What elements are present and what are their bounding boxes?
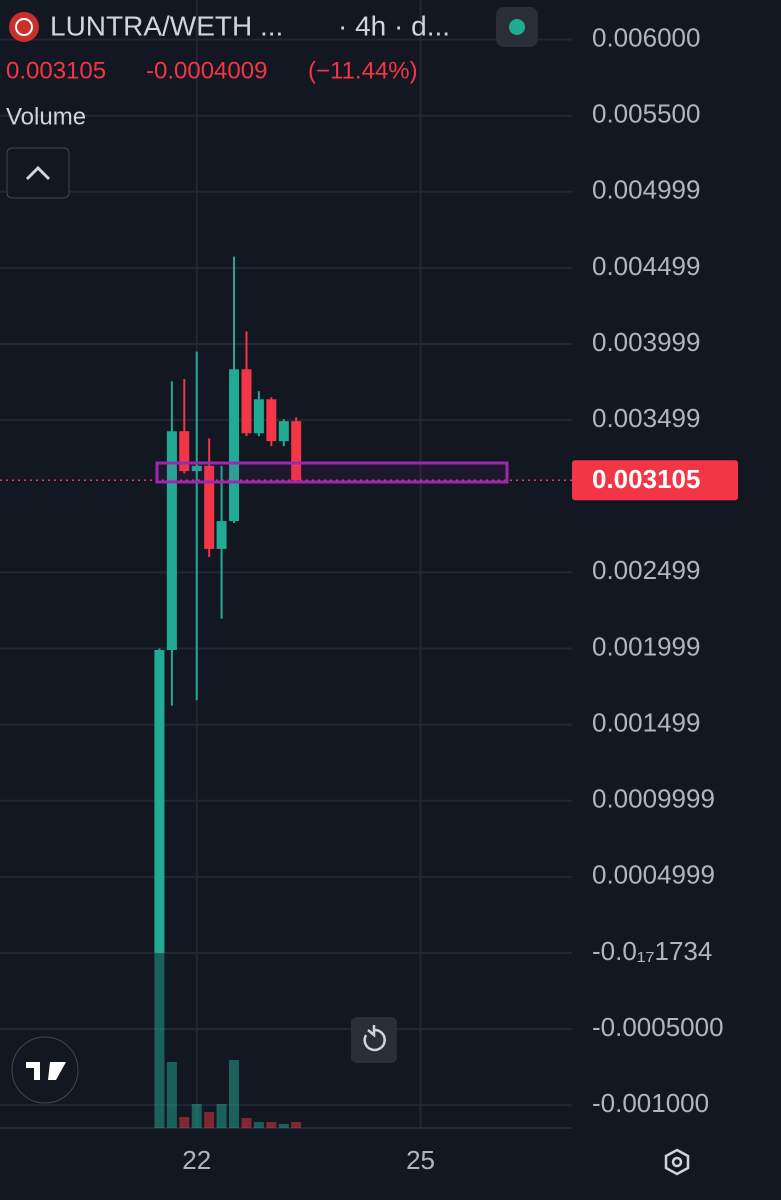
header: LUNTRA/WETH ... · 4h · d... 0.003105 -0.… (6, 7, 538, 199)
volume-bar (154, 953, 165, 1128)
symbol[interactable]: LUNTRA/WETH ... (50, 10, 283, 41)
y-tick-label: -0.0₁₇1734 (592, 936, 712, 966)
y-tick-label: 0.006000 (592, 22, 700, 52)
logo-mark (26, 1062, 66, 1080)
y-tick-label: 0.001499 (592, 707, 700, 737)
y-tick-label: 0.0009999 (592, 784, 715, 814)
status-dot (509, 19, 525, 35)
volume-bar (266, 1122, 277, 1128)
settings-icon[interactable] (664, 1148, 690, 1176)
x-tick-label: 22 (182, 1145, 211, 1175)
y-tick-label: 0.004999 (592, 175, 700, 205)
volume-bar (204, 1112, 215, 1128)
price-label: 0.003105 (592, 464, 700, 494)
drawn-rectangle[interactable] (155, 461, 509, 484)
marks (0, 256, 572, 1128)
y-tick-label: 0.004499 (592, 251, 700, 281)
candle-body (278, 421, 289, 442)
candle-body (253, 399, 264, 434)
price-label-bg (572, 460, 738, 501)
y-tick-label: 0.002499 (592, 555, 700, 585)
volume-bar (166, 1062, 177, 1128)
candle-body (266, 399, 277, 442)
interval[interactable]: · 4h · d... (338, 10, 450, 41)
volume-bar (291, 1122, 302, 1128)
volume-label: Volume (6, 103, 86, 130)
reset-icon (363, 1025, 386, 1052)
volume-bar (253, 1122, 264, 1128)
settings-icon-dot (671, 1156, 683, 1168)
reset-button[interactable] (351, 1017, 397, 1063)
volume-bar (229, 1060, 240, 1128)
y-tick-label: 0.001999 (592, 631, 700, 661)
last-price: 0.003105 (6, 57, 106, 84)
collapse-button[interactable] (6, 147, 70, 199)
candle-body (291, 421, 302, 481)
x-tick-label: 25 (406, 1145, 435, 1175)
token-icon-inner (15, 18, 33, 36)
y-tick-label: 0.005500 (592, 99, 700, 129)
logo[interactable] (11, 1036, 79, 1104)
y-tick-label: 0.003499 (592, 403, 700, 433)
y-tick-label: 0.0004999 (592, 860, 715, 890)
volume-bar (278, 1124, 289, 1128)
candle-body (154, 650, 165, 953)
y-tick-label: -0.001000 (592, 1088, 709, 1118)
volume-bar (179, 1117, 190, 1128)
volume-bar (191, 1104, 202, 1128)
candle-body (179, 431, 190, 472)
y-axis: 0.006000 0.005500 0.004999 0.004499 0.003999… (572, 22, 738, 1118)
candle-body (204, 465, 215, 549)
candle-body (229, 369, 240, 522)
y-tick-label: -0.0005000 (592, 1012, 724, 1042)
candle-body (216, 521, 227, 549)
collapse-icon (25, 165, 51, 181)
candle-body (241, 369, 252, 434)
volume-bar (241, 1118, 252, 1128)
y-tick-label: 0.003999 (592, 327, 700, 357)
token-icon (9, 12, 39, 42)
volume-bar (216, 1104, 227, 1128)
change-percent: (−11.44%) (308, 57, 418, 84)
candle-body (166, 431, 177, 651)
change: -0.0004009 (146, 57, 267, 84)
candle-body (191, 465, 202, 472)
